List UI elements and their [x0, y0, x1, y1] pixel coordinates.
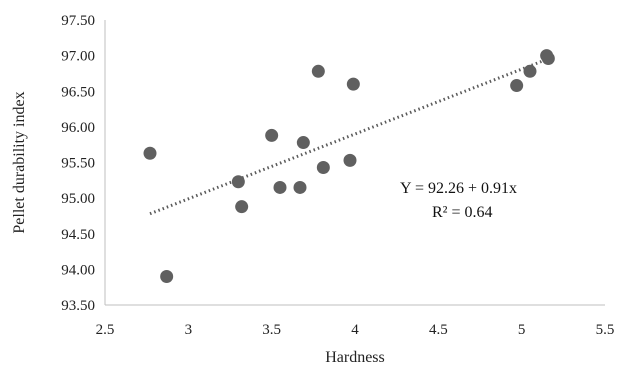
y-tick-label: 95.00 [61, 191, 95, 207]
regression-equation: Y = 92.26 + 0.91x [400, 180, 517, 197]
data-point [523, 64, 537, 78]
y-tick-label: 94.00 [61, 262, 95, 278]
x-tick-label: 4.5 [429, 322, 448, 338]
data-point [541, 51, 555, 65]
data-point [231, 175, 245, 189]
data-point [273, 180, 287, 194]
data-point [346, 77, 360, 91]
x-tick-label: 5 [518, 322, 526, 338]
data-point [343, 153, 357, 167]
data-point [143, 146, 157, 160]
y-tick-label: 93.50 [61, 298, 95, 314]
y-tick-labels: 93.50 94.00 94.50 95.00 95.50 96.00 96.50 97.00… [61, 13, 95, 314]
x-axis-title: Hardness [325, 349, 385, 366]
data-point [316, 160, 330, 174]
x-tick-label: 2.5 [96, 322, 115, 338]
x-tick-labels: 2.5 3 3.5 4 4.5 5 5.5 [96, 322, 615, 338]
data-point [296, 136, 310, 150]
y-tick-label: 97.00 [61, 49, 95, 65]
data-point [311, 64, 325, 78]
r-squared-label: R² = 0.64 [432, 204, 493, 221]
data-point [235, 200, 249, 214]
y-tick-label: 94.50 [61, 227, 95, 243]
data-point [510, 79, 524, 93]
data-point [160, 270, 174, 283]
x-tick-label: 3 [185, 322, 193, 338]
y-tick-label: 97.50 [61, 13, 95, 29]
y-tick-label: 96.00 [61, 120, 95, 136]
x-tick-label: 5.5 [596, 322, 615, 338]
y-tick-label: 96.50 [61, 84, 95, 100]
y-axis-title: Pellet durability index [11, 91, 28, 233]
data-points [143, 49, 555, 283]
trendline [149, 57, 549, 216]
data-point [265, 128, 279, 142]
data-point [293, 180, 307, 194]
x-tick-label: 3.5 [262, 322, 281, 338]
x-tick-label: 4 [351, 322, 359, 338]
y-tick-label: 95.50 [61, 156, 95, 172]
axes [104, 20, 605, 306]
